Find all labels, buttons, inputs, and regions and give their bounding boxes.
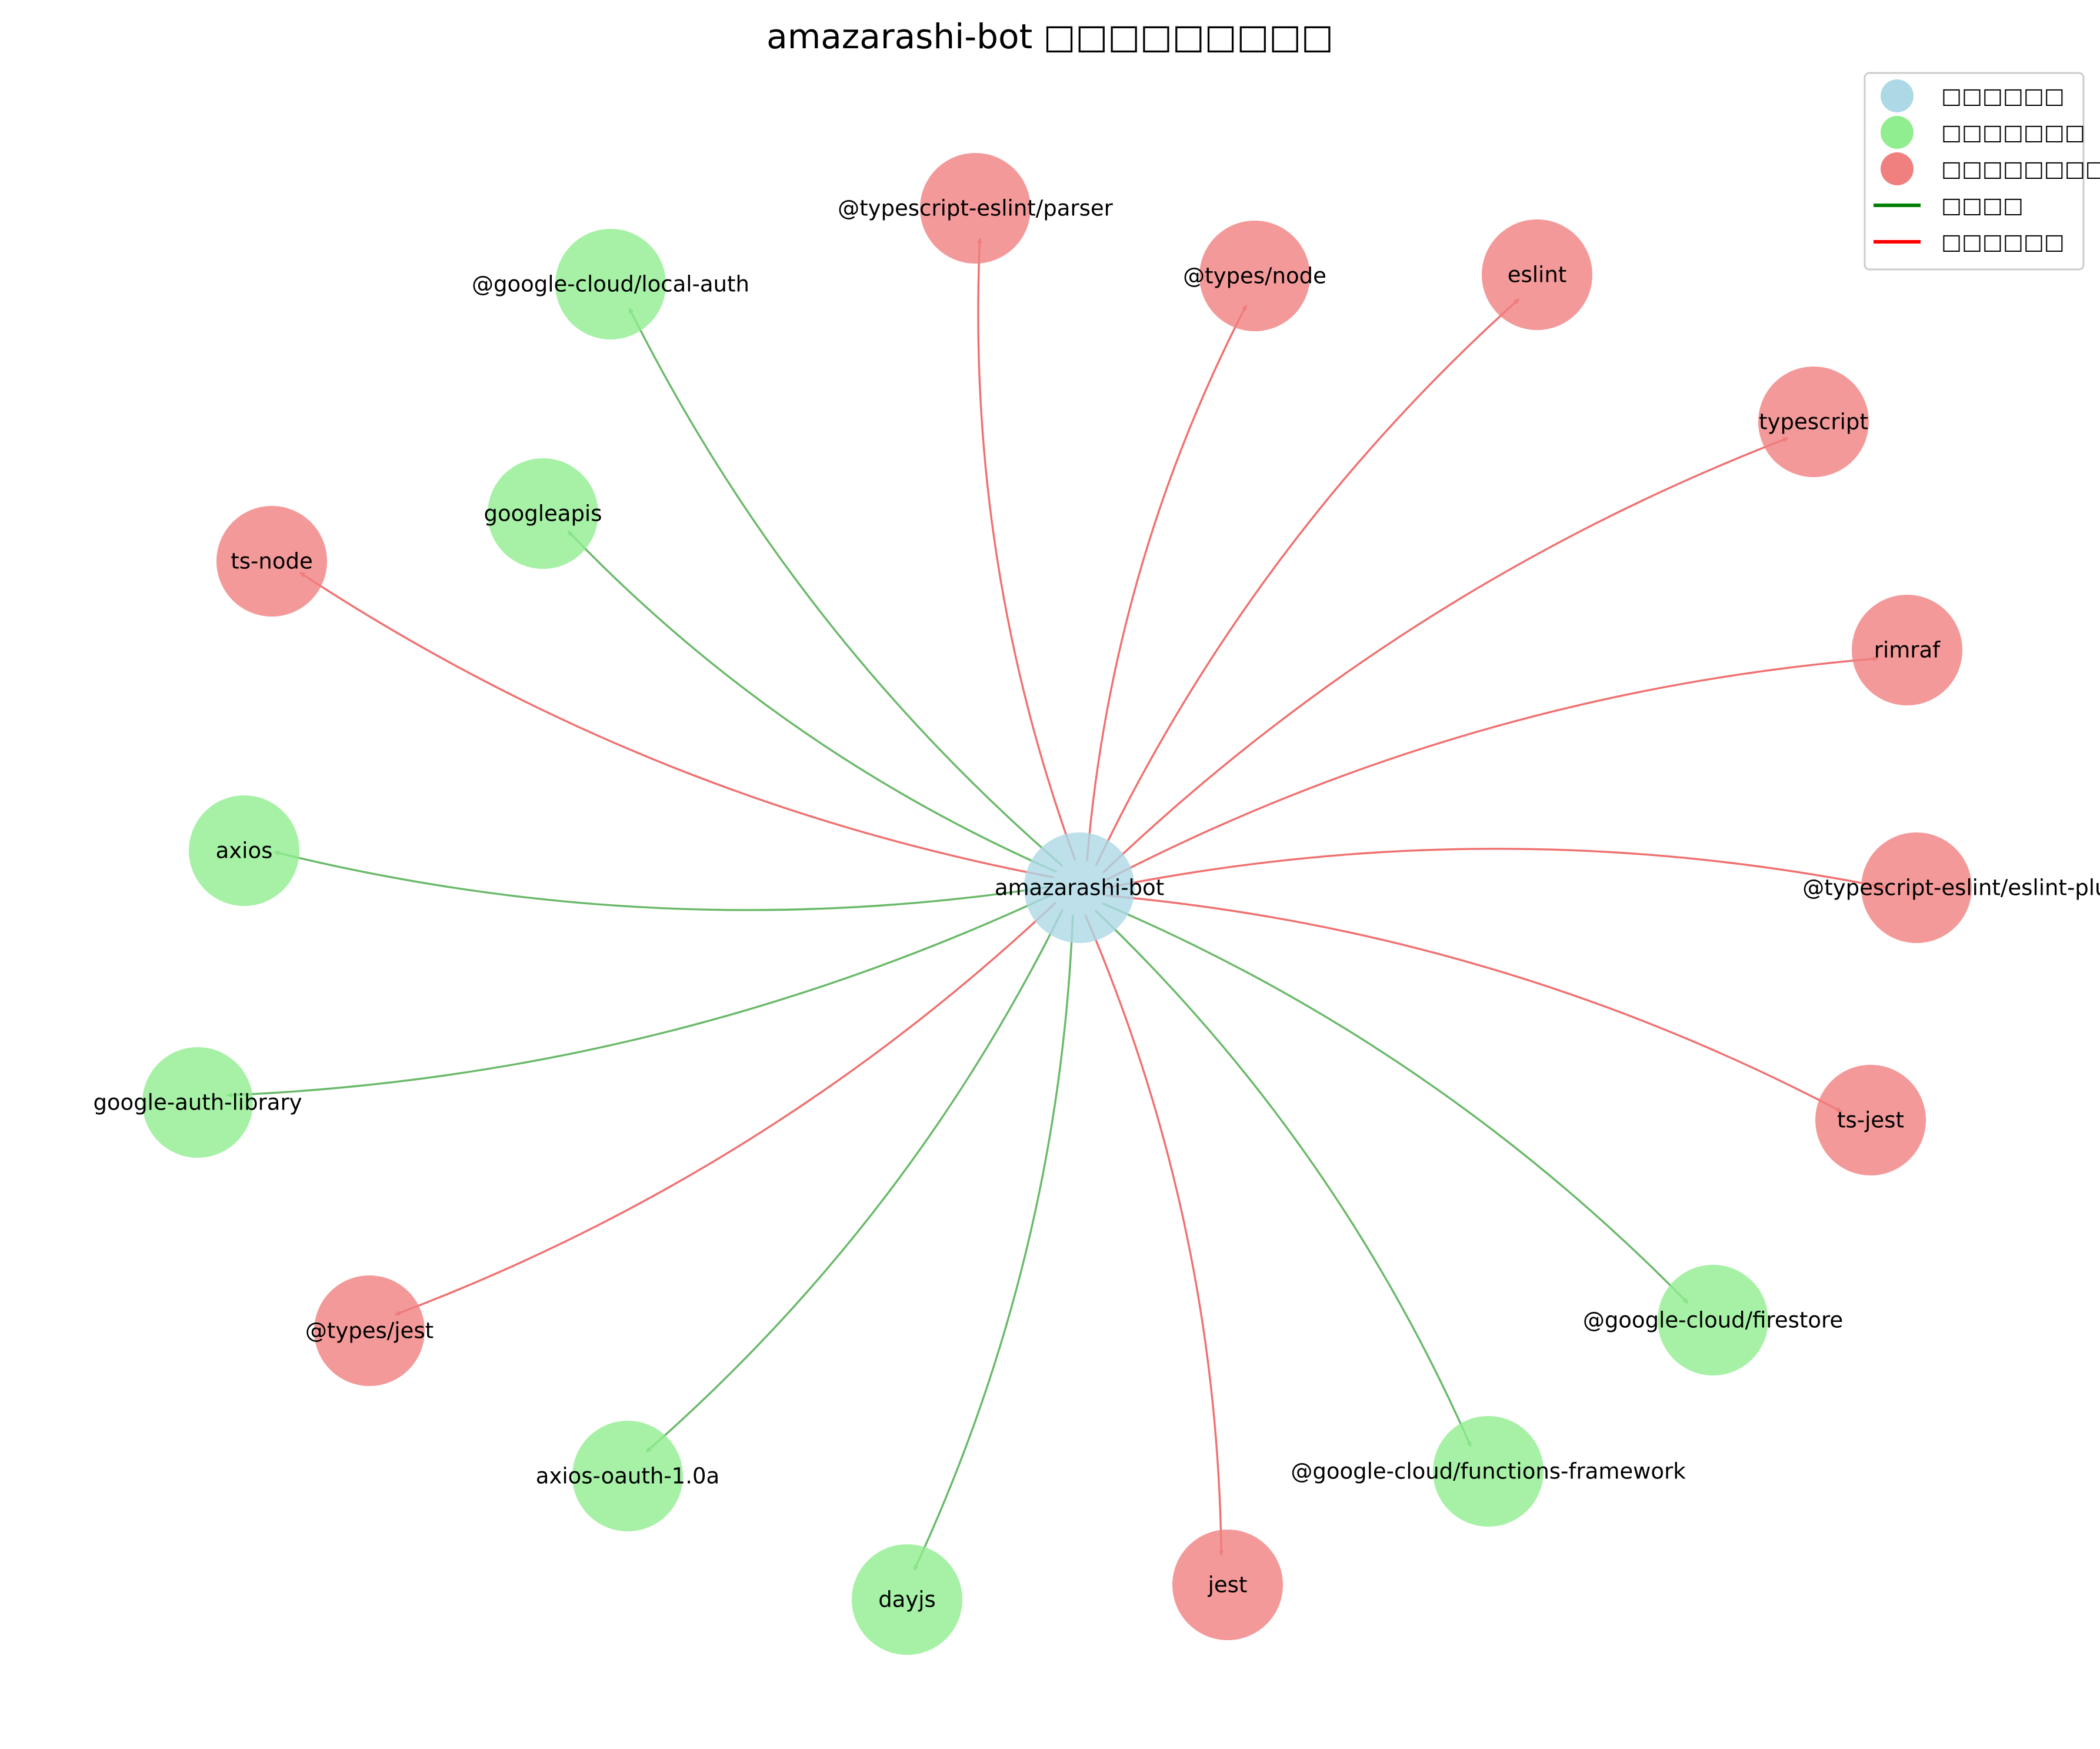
edge-types-jest bbox=[395, 901, 1057, 1316]
node-circle-ts-jest bbox=[1815, 1065, 1926, 1175]
node-rimraf: rimraf bbox=[1852, 595, 1962, 705]
node-label-google-auth-library: google-auth-library bbox=[93, 1090, 302, 1115]
edges-layer bbox=[226, 238, 1887, 1571]
node-label-google-cloud-local-auth: @google-cloud/local-auth bbox=[472, 272, 749, 297]
node-eslint: eslint bbox=[1482, 219, 1592, 330]
node-circle-googleapis bbox=[488, 458, 598, 569]
nodes-layer: @typescript-eslint/parser @google-cloud/l… bbox=[93, 153, 2100, 1655]
edge-axios bbox=[274, 850, 1052, 911]
node-label-jest: jest bbox=[1208, 1573, 1248, 1598]
node-label-dayjs: dayjs bbox=[878, 1587, 936, 1613]
node-dayjs: dayjs bbox=[852, 1544, 962, 1655]
legend-item-3: □□□□ bbox=[1874, 193, 2024, 218]
node-circle-google-cloud-functions-framework bbox=[1433, 1416, 1544, 1527]
node-label-google-cloud-firestore: @google-cloud/firestore bbox=[1583, 1308, 1843, 1333]
node-axios: axios bbox=[189, 795, 299, 906]
node-label-center-amazarashi-bot: amazarashi-bot bbox=[995, 875, 1164, 901]
node-label-typescript: typescript bbox=[1759, 409, 1868, 435]
node-label-google-cloud-functions-framework: @google-cloud/functions-framework bbox=[1291, 1459, 1686, 1484]
edge-googleapis bbox=[567, 530, 1058, 873]
node-circle-typescript bbox=[1758, 367, 1869, 477]
node-circle-google-cloud-firestore bbox=[1658, 1265, 1768, 1375]
node-circle-google-auth-library bbox=[142, 1047, 253, 1158]
legend-item-0: □□□□□□ bbox=[1881, 79, 2065, 112]
node-types-node: @types/node bbox=[1183, 221, 1326, 331]
legend-marker-0 bbox=[1881, 79, 1914, 112]
node-circle-jest bbox=[1172, 1530, 1283, 1640]
edge-ts-node bbox=[299, 571, 1054, 879]
node-google-cloud-local-auth: @google-cloud/local-auth bbox=[472, 229, 749, 339]
legend-marker-1 bbox=[1881, 116, 1914, 149]
node-circle-axios-oauth-1-0a bbox=[572, 1421, 683, 1531]
edge-typescript-eslint-parser bbox=[976, 238, 1076, 861]
node-circle-typescript-eslint-parser bbox=[920, 153, 1031, 264]
node-circle-ts-node bbox=[216, 506, 327, 617]
legend-frame bbox=[1864, 72, 2085, 271]
edge-typescript bbox=[1102, 437, 1789, 874]
edge-google-cloud-firestore bbox=[1102, 902, 1689, 1304]
edge-typescript-eslint-eslint-plugin bbox=[1106, 848, 1887, 890]
node-circle-typescript-eslint-eslint-plugin bbox=[1861, 832, 1972, 943]
edge-google-cloud-local-auth bbox=[628, 308, 1064, 867]
edge-jest bbox=[1084, 914, 1224, 1556]
node-circle-eslint bbox=[1482, 219, 1592, 330]
node-label-types-node: @types/node bbox=[1183, 264, 1326, 289]
node-label-types-jest: @types/jest bbox=[305, 1318, 434, 1344]
node-google-cloud-functions-framework: @google-cloud/functions-framework bbox=[1291, 1416, 1686, 1527]
node-googleapis: googleapis bbox=[484, 458, 602, 569]
node-circle-types-jest bbox=[314, 1275, 425, 1386]
node-ts-jest: ts-jest bbox=[1815, 1065, 1926, 1175]
edge-axios-oauth-1-0a bbox=[645, 909, 1064, 1453]
legend: □□□□□□□□□□□□□□□□□□□□□□□□□□□□□□□□□ bbox=[1864, 72, 2100, 271]
node-circle-center-amazarashi-bot bbox=[1024, 832, 1135, 943]
node-label-ts-node: ts-node bbox=[231, 549, 312, 574]
legend-label-4: □□□□□□ bbox=[1941, 229, 2065, 255]
edge-google-auth-library bbox=[226, 893, 1054, 1098]
node-circle-rimraf bbox=[1852, 595, 1962, 705]
node-label-axios: axios bbox=[216, 838, 273, 864]
node-types-jest: @types/jest bbox=[305, 1275, 434, 1386]
edge-ts-jest bbox=[1105, 894, 1842, 1112]
node-label-eslint: eslint bbox=[1508, 262, 1567, 288]
edge-rimraf bbox=[1105, 656, 1879, 881]
node-label-rimraf: rimraf bbox=[1874, 638, 1941, 663]
node-typescript: typescript bbox=[1758, 367, 1869, 477]
node-circle-types-node bbox=[1199, 221, 1310, 331]
node-center-amazarashi-bot: amazarashi-bot bbox=[995, 832, 1164, 943]
legend-marker-2 bbox=[1881, 152, 1914, 185]
edge-types-node bbox=[1086, 304, 1248, 861]
legend-item-2: □□□□□□□□□□ bbox=[1881, 152, 2100, 185]
legend-label-2: □□□□□□□□□□ bbox=[1941, 156, 2100, 182]
graph-title: amazarashi-bot □□□□□□□□□ bbox=[766, 16, 1334, 56]
legend-item-1: □□□□□□□ bbox=[1881, 116, 2085, 149]
node-label-googleapis: googleapis bbox=[484, 501, 602, 527]
legend-item-4: □□□□□□ bbox=[1874, 229, 2065, 255]
edge-eslint bbox=[1095, 298, 1520, 867]
node-jest: jest bbox=[1172, 1530, 1283, 1640]
node-typescript-eslint-eslint-plugin: @typescript-eslint/eslint-plugin bbox=[1802, 832, 2100, 943]
legend-label-0: □□□□□□ bbox=[1941, 84, 2065, 109]
node-label-ts-jest: ts-jest bbox=[1837, 1108, 1904, 1133]
node-label-typescript-eslint-parser: @typescript-eslint/parser bbox=[838, 196, 1114, 221]
node-typescript-eslint-parser: @typescript-eslint/parser bbox=[838, 153, 1114, 264]
node-circle-dayjs bbox=[852, 1544, 962, 1655]
legend-label-1: □□□□□□□ bbox=[1941, 120, 2085, 145]
node-circle-axios bbox=[189, 795, 299, 906]
edge-dayjs bbox=[913, 914, 1074, 1571]
node-axios-oauth-1-0a: axios-oauth-1.0a bbox=[536, 1421, 719, 1531]
node-google-cloud-firestore: @google-cloud/firestore bbox=[1583, 1265, 1843, 1375]
edge-google-cloud-functions-framework bbox=[1094, 910, 1472, 1447]
node-ts-node: ts-node bbox=[216, 506, 327, 617]
node-label-typescript-eslint-eslint-plugin: @typescript-eslint/eslint-plugin bbox=[1802, 875, 2100, 901]
node-label-axios-oauth-1-0a: axios-oauth-1.0a bbox=[536, 1464, 719, 1489]
legend-label-3: □□□□ bbox=[1941, 193, 2024, 218]
node-google-auth-library: google-auth-library bbox=[93, 1047, 302, 1158]
node-circle-google-cloud-local-auth bbox=[555, 229, 666, 339]
